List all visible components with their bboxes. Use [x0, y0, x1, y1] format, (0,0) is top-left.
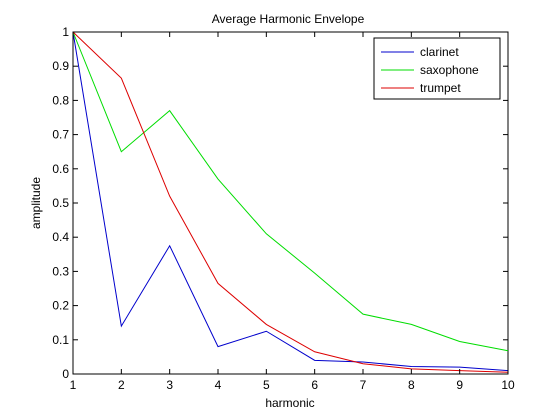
- x-axis-title: harmonic: [265, 396, 314, 410]
- y-tick-label: 0: [62, 367, 69, 381]
- y-tick-label: 0.7: [52, 128, 69, 142]
- legend-label-trumpet: trumpet: [420, 81, 461, 95]
- y-axis-title: amplitude: [29, 177, 43, 229]
- x-tick-label: 10: [501, 378, 515, 392]
- legend-box: [373, 37, 501, 100]
- legend-label-saxophone: saxophone: [420, 63, 479, 77]
- x-tick-label: 7: [360, 378, 367, 392]
- y-tick-label: 0.2: [52, 299, 69, 313]
- y-tick-label: 0.3: [52, 264, 69, 278]
- chart-title: Average Harmonic Envelope: [212, 12, 365, 26]
- y-tick-label: 0.8: [52, 93, 69, 107]
- x-tick-label: 5: [263, 378, 270, 392]
- series-line-saxophone: [72, 31, 509, 352]
- legend: clarinet saxophone trumpet: [373, 37, 501, 100]
- y-tick-label: 0.4: [52, 230, 69, 244]
- y-tick-label: 0.6: [52, 162, 69, 176]
- y-tick-label: 0.9: [52, 59, 69, 73]
- x-tick-label: 4: [215, 378, 222, 392]
- y-tick-label: 0.5: [52, 196, 69, 210]
- y-tick-label: 0.1: [52, 333, 69, 347]
- x-tick-label: 1: [70, 378, 77, 392]
- series-line-trumpet: [72, 31, 509, 373]
- ticks-layer: 1 2 3 4 5 6 7 8 9 10 0 0.1 0.2 0.3 0.4 0.5 0.6 0.7 0.8 0.9 1: [52, 25, 515, 392]
- x-tick-label: 2: [118, 378, 125, 392]
- series-line-clarinet: [72, 31, 509, 372]
- x-tick-label: 3: [166, 378, 173, 392]
- series-layer: [72, 31, 509, 373]
- x-tick-label: 9: [456, 378, 463, 392]
- x-tick-label: 6: [311, 378, 318, 392]
- x-tick-label: 8: [408, 378, 415, 392]
- legend-label-clarinet: clarinet: [420, 45, 459, 59]
- y-tick-label: 1: [62, 25, 69, 39]
